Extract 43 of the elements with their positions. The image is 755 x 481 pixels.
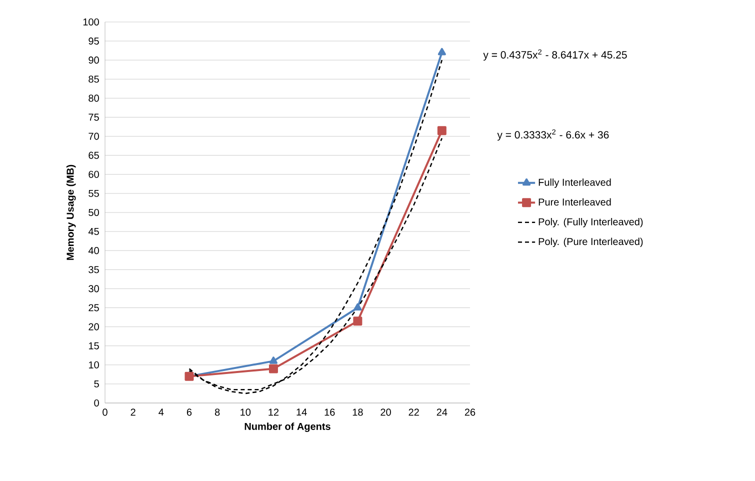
y-tick-label: 35	[88, 266, 99, 274]
x-tick-label: 26	[464, 408, 476, 416]
y-tick-label: 55	[88, 190, 99, 197]
x-tick-label: 14	[296, 408, 307, 416]
y-tick-label: 50	[88, 208, 99, 216]
y-tick-label: 25	[88, 304, 99, 312]
x-axis-title: Number of Agents	[244, 422, 330, 432]
text: y = 0.4375x$^{2}$ - 8.6417x + 45.25	[483, 49, 627, 61]
y-tick-label: 100	[83, 18, 99, 26]
y-tick-label: 65	[88, 152, 99, 159]
y-tick-label: 30	[88, 285, 99, 292]
legend-label: Poly. (Fully Interleaved)	[538, 218, 643, 228]
y-tick-label: 75	[88, 114, 99, 121]
legend-label: Fully Interleaved	[538, 178, 611, 188]
y-axis-title: Memory Usage (MB)	[66, 164, 76, 260]
x-tick-label: 22	[408, 408, 419, 416]
legend-label: Pure Interleaved	[538, 198, 611, 206]
y-tick-label: 20	[88, 323, 99, 330]
x-tick-label: 24	[436, 408, 448, 416]
legend-label: Poly. (Pure Interleaved)	[538, 238, 643, 248]
x-tick-label: 2	[130, 408, 136, 416]
x-tick-label: 6	[186, 408, 192, 416]
x-tick-label: 16	[324, 408, 335, 416]
y-tick-label: 0	[94, 399, 99, 407]
y-tick-label: 15	[88, 342, 99, 350]
y-tick-label: 70	[88, 132, 99, 140]
y-tick-label: 85	[88, 76, 99, 83]
text: y = 0.3333x$^{2}$ - 6.6x + 36	[497, 129, 609, 141]
y-tick-label: 60	[88, 170, 99, 178]
x-tick-label: 20	[380, 408, 391, 416]
x-tick-label: 12	[268, 408, 279, 416]
y-tick-label: 5	[94, 380, 99, 388]
y-tick-label: 40	[88, 247, 99, 254]
x-tick-label: 10	[240, 408, 251, 416]
x-tick-label: 8	[214, 408, 220, 416]
x-tick-label: 18	[352, 408, 363, 416]
y-tick-label: 45	[88, 228, 99, 236]
y-tick-label: 90	[88, 56, 99, 64]
y-tick-label: 80	[88, 94, 99, 102]
x-tick-label: 0	[102, 408, 108, 416]
y-tick-label: 95	[88, 38, 99, 45]
x-tick-label: 4	[158, 408, 164, 416]
y-tick-label: 10	[88, 361, 99, 368]
